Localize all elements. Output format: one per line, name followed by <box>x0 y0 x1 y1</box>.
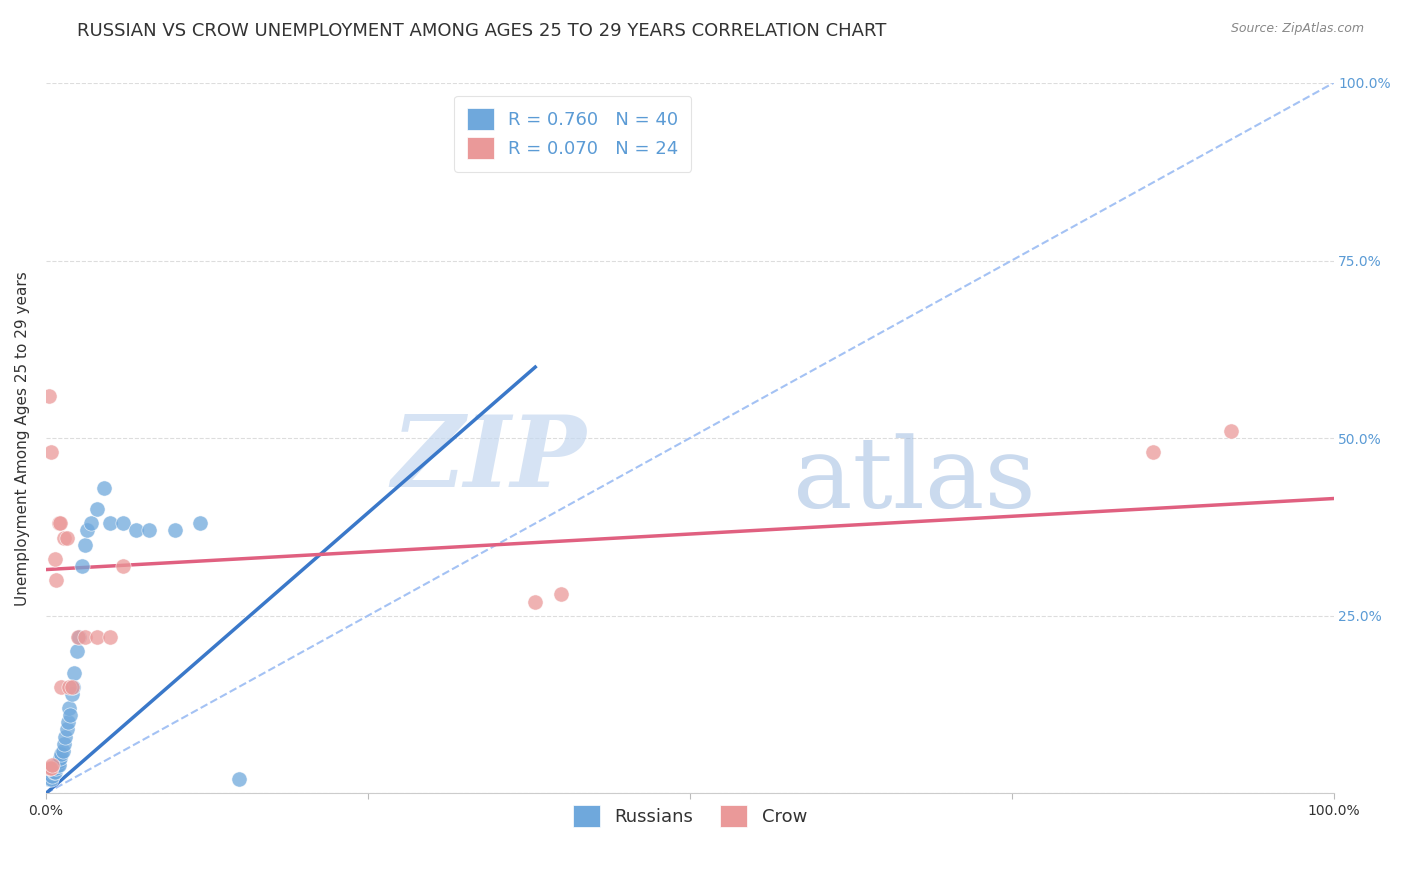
Point <box>38 388 60 402</box>
Point <box>228 772 250 786</box>
Text: RUSSIAN VS CROW UNEMPLOYMENT AMONG AGES 25 TO 29 YEARS CORRELATION CHART: RUSSIAN VS CROW UNEMPLOYMENT AMONG AGES … <box>77 22 887 40</box>
Point <box>63 665 86 680</box>
Point <box>44 762 66 776</box>
Point <box>67 630 90 644</box>
Point <box>59 708 82 723</box>
Point <box>38 772 60 786</box>
Point <box>44 765 66 780</box>
Point <box>62 680 84 694</box>
Point <box>69 630 91 644</box>
Point <box>163 524 186 538</box>
Point <box>60 680 83 694</box>
Point <box>41 758 63 772</box>
Legend: Russians, Crow: Russians, Crow <box>565 797 814 834</box>
Point <box>86 630 108 644</box>
Text: Source: ZipAtlas.com: Source: ZipAtlas.com <box>1230 22 1364 36</box>
Point <box>53 531 76 545</box>
Point <box>48 516 70 531</box>
Point <box>1142 445 1164 459</box>
Point <box>49 751 72 765</box>
Point <box>550 587 572 601</box>
Point <box>44 552 66 566</box>
Point <box>55 531 77 545</box>
Point <box>39 445 62 459</box>
Point <box>138 524 160 538</box>
Point <box>190 516 212 531</box>
Point <box>45 758 67 772</box>
Point <box>1219 424 1241 438</box>
Point <box>45 762 67 776</box>
Point <box>60 687 83 701</box>
Point <box>52 744 75 758</box>
Point <box>73 538 96 552</box>
Point <box>39 762 62 776</box>
Point <box>55 723 77 737</box>
Point <box>41 765 63 780</box>
Text: atlas: atlas <box>793 433 1035 529</box>
Point <box>48 758 70 772</box>
Point <box>58 680 80 694</box>
Point <box>86 502 108 516</box>
Point <box>38 762 60 776</box>
Point <box>66 644 89 658</box>
Point <box>98 630 121 644</box>
Point <box>42 765 65 780</box>
Point <box>39 772 62 786</box>
Point <box>98 516 121 531</box>
Point <box>58 701 80 715</box>
Point <box>53 730 76 744</box>
Point <box>80 516 103 531</box>
Point <box>51 680 73 694</box>
Point <box>41 768 63 782</box>
Point <box>49 516 72 531</box>
Y-axis label: Unemployment Among Ages 25 to 29 years: Unemployment Among Ages 25 to 29 years <box>15 271 30 606</box>
Text: ZIP: ZIP <box>392 411 586 508</box>
Point <box>112 559 135 574</box>
Point <box>45 573 67 587</box>
Point <box>51 747 73 762</box>
Point <box>56 715 79 730</box>
Point <box>48 755 70 769</box>
Point <box>93 481 115 495</box>
Point <box>73 630 96 644</box>
Point <box>76 524 98 538</box>
Point <box>38 768 60 782</box>
Point <box>125 524 148 538</box>
Point <box>53 737 76 751</box>
Point <box>112 516 135 531</box>
Point <box>524 594 547 608</box>
Point <box>46 758 69 772</box>
Point <box>38 762 60 776</box>
Point <box>70 559 93 574</box>
